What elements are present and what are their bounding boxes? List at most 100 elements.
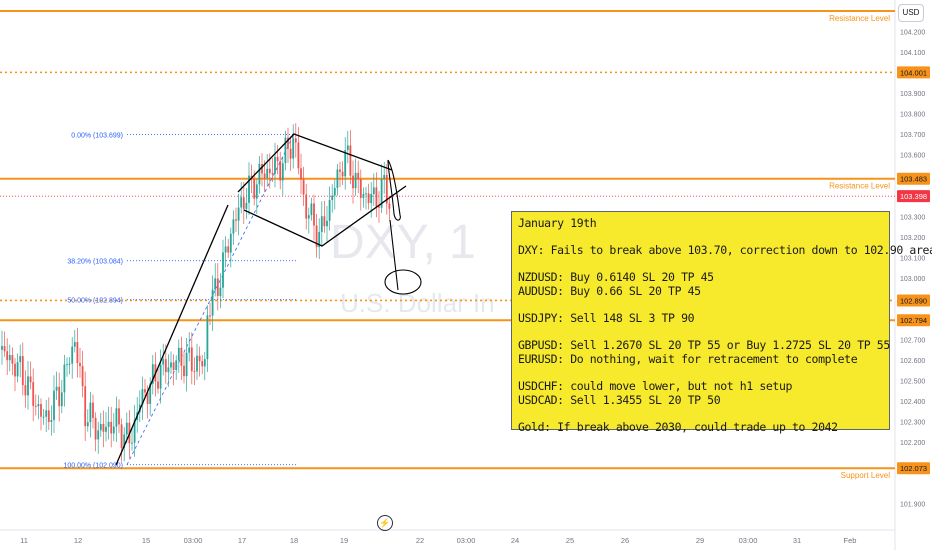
- note-spacer: [518, 366, 883, 379]
- y-tick-label: 103.900: [900, 91, 925, 98]
- y-tick-label: 102.600: [900, 358, 925, 365]
- candle-body: [16, 362, 19, 377]
- candle-body: [6, 351, 9, 361]
- price-badge-bg: [897, 172, 930, 185]
- candle-body: [222, 252, 224, 288]
- price-badge: 102.890: [897, 294, 930, 307]
- candle-body: [76, 342, 79, 363]
- x-tick-label: 17: [238, 536, 246, 545]
- candle-body: [307, 215, 310, 219]
- price-badge-bg: [897, 66, 930, 79]
- note-line: January 19th: [518, 216, 597, 230]
- candle-body: [131, 442, 133, 444]
- candle-body: [37, 404, 40, 407]
- price-badge-bg: [897, 314, 930, 327]
- candle-body: [183, 365, 185, 377]
- candle-body: [157, 381, 159, 389]
- candle-body: [180, 347, 183, 366]
- candle-body: [206, 315, 209, 360]
- y-tick-label: 102.200: [900, 440, 925, 447]
- y-tick-label: 103.600: [900, 153, 925, 160]
- x-tick-label: 03:00: [457, 536, 476, 545]
- candle-body: [214, 278, 217, 290]
- candle-body: [354, 172, 357, 189]
- candle-body: [164, 359, 167, 373]
- candle-body: [14, 363, 16, 377]
- candle-body: [97, 430, 100, 440]
- wedge-lower-drawing: [243, 185, 407, 247]
- candle-body: [318, 231, 321, 248]
- candle-body: [331, 195, 334, 201]
- x-tick-label: 31: [793, 536, 801, 545]
- candle-body: [385, 174, 388, 204]
- price-badge: 104.001: [897, 66, 930, 79]
- y-tick-label: 103.800: [900, 112, 925, 119]
- candle-body: [281, 163, 284, 181]
- candle-body: [315, 225, 318, 248]
- y-tick-label: 103.100: [900, 255, 925, 262]
- candle-body: [365, 193, 367, 195]
- candle-body: [27, 376, 29, 396]
- candle-body: [24, 385, 27, 396]
- note-spacer: [518, 257, 883, 270]
- lightning-icon[interactable]: ⚡: [377, 515, 393, 531]
- y-tick-label: 102.700: [900, 337, 925, 344]
- y-tick-label: 104.100: [900, 50, 925, 57]
- note-line: DXY: Fails to break above 103.70, correc…: [518, 243, 932, 257]
- candle-body: [326, 220, 328, 227]
- candle-body: [232, 219, 235, 234]
- candle-body: [378, 206, 380, 208]
- note-line: Gold: If break above 2030, could trade u…: [518, 420, 838, 434]
- candle-body: [8, 355, 11, 361]
- candle-body: [149, 383, 152, 404]
- candle-body: [388, 203, 391, 209]
- candle-body: [68, 363, 71, 365]
- candle-body: [255, 184, 258, 199]
- candle-body: [362, 194, 365, 198]
- price-badge-label: 102.794: [900, 316, 927, 325]
- candle-body: [344, 150, 347, 177]
- candle-body: [237, 207, 240, 221]
- trade-notes-box[interactable]: January 19th DXY: Fails to break above 10…: [511, 211, 932, 434]
- candle-body: [297, 142, 300, 169]
- candle-body: [162, 359, 165, 365]
- candle-body: [81, 366, 84, 387]
- candle-body: [261, 163, 263, 174]
- candle-body: [271, 173, 274, 175]
- price-badge-label: 102.890: [900, 296, 927, 305]
- candle-body: [170, 362, 172, 368]
- candle-body: [86, 422, 89, 427]
- candle-body: [190, 347, 193, 372]
- note-line: USDCHF: could move lower, but not h1 set…: [518, 379, 792, 393]
- candle-body: [336, 169, 339, 188]
- x-tick-label: 11: [20, 536, 28, 545]
- candle-body: [188, 347, 191, 353]
- x-tick-label: 29: [696, 536, 704, 545]
- note-line: EURUSD: Do nothing, wait for retracement…: [518, 352, 858, 366]
- candle-body: [193, 371, 196, 373]
- price-badge-label: 103.483: [900, 175, 927, 184]
- candle-body: [300, 168, 302, 180]
- candle-body: [19, 356, 22, 363]
- candle-body: [333, 187, 336, 196]
- candle-body: [159, 364, 162, 389]
- y-tick-label: 103.200: [900, 235, 925, 242]
- wedge-upper-drawing: [237, 133, 393, 193]
- candle-body: [380, 178, 383, 208]
- candle-body: [177, 347, 180, 361]
- candle-body: [203, 359, 206, 367]
- candle-body: [141, 389, 144, 405]
- candle-body: [242, 197, 245, 209]
- candle-body: [198, 355, 201, 362]
- currency-selector[interactable]: USD: [898, 4, 924, 22]
- x-tick-label: 03:00: [739, 536, 758, 545]
- candle-body: [53, 390, 55, 420]
- candle-body: [302, 179, 305, 195]
- candle-body: [320, 216, 323, 232]
- x-tick-label: 18: [290, 536, 298, 545]
- note-line: AUDUSD: Buy 0.66 SL 20 TP 45: [518, 284, 701, 298]
- candle-body: [341, 171, 344, 177]
- note-spacer: [518, 407, 883, 420]
